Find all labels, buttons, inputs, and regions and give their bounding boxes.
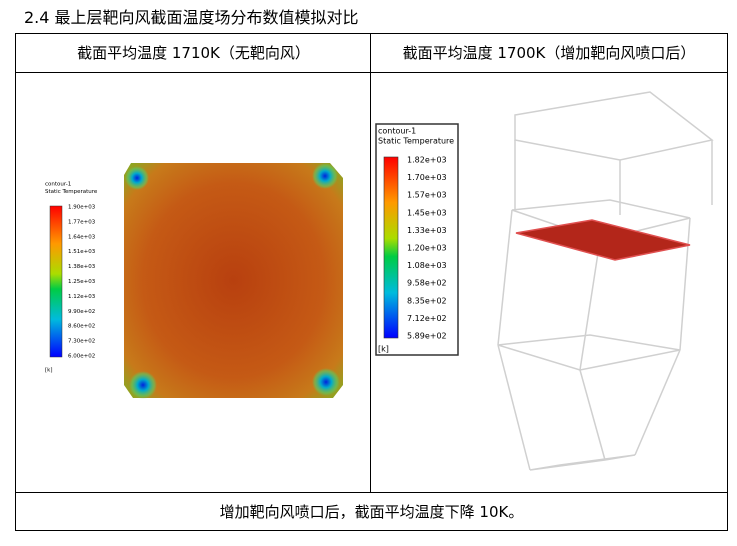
- legend-title: contour-1: [378, 127, 416, 136]
- legend-label: 5.89e+02: [407, 332, 447, 341]
- legend-label: 1.45e+03: [407, 208, 447, 217]
- footer-cell: 增加靶向风喷口后，截面平均温度下降 10K。: [16, 492, 727, 530]
- legend-label: 1.08e+03: [407, 261, 447, 270]
- legend-label: 1.90e+03: [68, 205, 96, 211]
- legend-label: 1.33e+03: [407, 226, 447, 235]
- legend-label: 1.57e+03: [407, 191, 447, 200]
- legend-label: 1.77e+03: [68, 219, 96, 225]
- legend-label: 1.51e+03: [68, 249, 96, 255]
- legend-label: 1.38e+03: [68, 264, 96, 270]
- legend-label: 6.00e+02: [68, 354, 95, 360]
- legend-label: 9.90e+02: [68, 309, 95, 315]
- legend-variable: Static Temperature: [45, 189, 98, 195]
- legend-title: contour-1: [45, 182, 71, 188]
- legend-label: 1.20e+03: [407, 244, 447, 253]
- boiler-wireframe: [375, 91, 714, 471]
- legend-unit: [k]: [45, 368, 52, 374]
- legend-label: 8.60e+02: [68, 324, 95, 330]
- table: 截面平均温度 1710K（无靶向风） 截面平均温度 1700K（增加靶向风喷口后…: [15, 33, 728, 531]
- legend-label: 7.12e+02: [407, 314, 447, 323]
- header-cell: 截面平均温度 1710K（无靶向风）: [16, 34, 371, 73]
- legend-unit: [k]: [378, 345, 389, 354]
- legend-label: 7.30e+02: [68, 339, 95, 345]
- legend-label: 1.25e+03: [68, 279, 96, 285]
- contour-plot: [49, 163, 343, 399]
- column-divider: [370, 34, 371, 492]
- legend-label: 1.70e+03: [407, 173, 447, 182]
- legend-variable: Static Temperature: [378, 137, 454, 146]
- legend-label: 1.82e+03: [407, 156, 447, 165]
- legend-label: 9.58e+02: [407, 279, 447, 288]
- legend-label: 1.64e+03: [68, 234, 96, 240]
- header-cell: 截面平均温度 1700K（增加靶向风喷口后）: [371, 34, 727, 73]
- legend-label: 8.35e+02: [407, 296, 447, 305]
- heading: 2.4 最上层靶向风截面温度场分布数值模拟对比: [24, 8, 359, 27]
- legend-label: 1.12e+03: [68, 294, 96, 300]
